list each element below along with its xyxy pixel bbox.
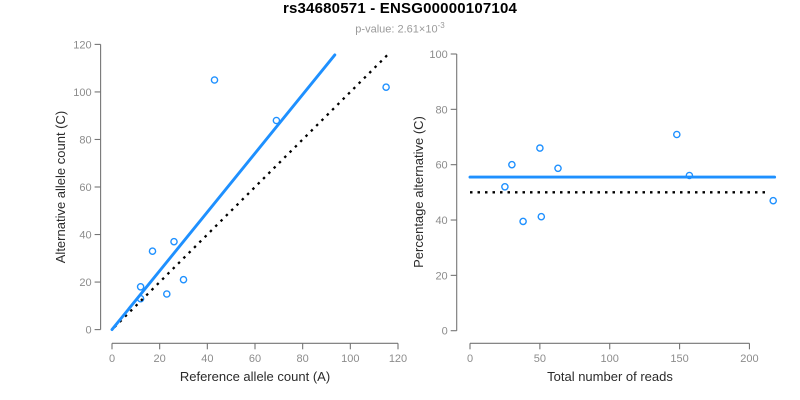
y-tick-label: 20 bbox=[435, 270, 447, 282]
x-tick-label: 40 bbox=[201, 353, 213, 365]
y-tick-label: 80 bbox=[79, 134, 91, 146]
x-tick-label: 120 bbox=[389, 353, 407, 365]
y-tick-label: 60 bbox=[79, 182, 91, 194]
data-point bbox=[536, 144, 544, 152]
data-point bbox=[554, 164, 562, 173]
figure-title: rs34680571 - ENSG00000107104 bbox=[282, 0, 518, 17]
identity-line bbox=[113, 53, 390, 329]
data-point bbox=[519, 217, 527, 226]
y-tick-label: 40 bbox=[79, 230, 91, 242]
y-tick-label: 80 bbox=[435, 104, 447, 116]
data-point bbox=[508, 160, 516, 169]
fit-line bbox=[110, 53, 337, 332]
y-tick-label: 120 bbox=[73, 39, 91, 51]
x-tick-label: 50 bbox=[534, 353, 546, 365]
data-point bbox=[210, 76, 219, 84]
x-tick-label: 100 bbox=[601, 353, 619, 365]
x-tick-label: 0 bbox=[467, 353, 473, 365]
left-scatter-panel: 0 20 40 60 80 100 120 0 20 40 60 80 100 120 Reference … bbox=[53, 39, 407, 384]
data-point bbox=[162, 290, 171, 298]
y-tick-label: 60 bbox=[435, 160, 447, 172]
x-axis-label: Total number of reads bbox=[547, 369, 673, 384]
data-point bbox=[272, 116, 281, 125]
p-value-text: p-value: 2.61×10 bbox=[355, 23, 438, 36]
y-tick-label: 100 bbox=[429, 49, 447, 61]
x-tick-label: 100 bbox=[341, 353, 359, 365]
data-point bbox=[769, 196, 778, 205]
data-point bbox=[501, 182, 509, 191]
x-axis-label: Reference allele count (A) bbox=[180, 369, 330, 384]
data-point bbox=[382, 83, 390, 91]
y-axis-label: Alternative allele count (C) bbox=[53, 111, 68, 263]
p-value-exponent: -3 bbox=[437, 21, 445, 30]
y-tick-label: 0 bbox=[442, 326, 448, 338]
data-point bbox=[685, 171, 694, 180]
data-point bbox=[170, 237, 178, 246]
x-tick-label: 80 bbox=[297, 353, 309, 365]
x-tick-label: 20 bbox=[154, 353, 166, 365]
x-tick-label: 60 bbox=[249, 353, 261, 365]
right-scatter-panel: 0 50 100 150 200 0 20 40 60 80 100 Total number of … bbox=[411, 49, 778, 384]
y-axis-label: Percentage alternative (C) bbox=[411, 116, 426, 268]
y-tick-label: 0 bbox=[85, 325, 91, 337]
data-point bbox=[673, 130, 681, 139]
y-tick-label: 100 bbox=[73, 87, 91, 99]
data-point bbox=[148, 247, 157, 255]
data-point bbox=[537, 212, 546, 221]
data-point bbox=[179, 275, 188, 284]
figure-subtitle: p-value: 2.61×10-3 bbox=[0, 21, 800, 36]
data-point bbox=[136, 282, 145, 291]
y-tick-label: 20 bbox=[79, 277, 91, 289]
x-tick-label: 0 bbox=[109, 353, 115, 365]
x-tick-label: 200 bbox=[740, 353, 758, 365]
y-tick-label: 40 bbox=[435, 215, 447, 227]
x-tick-label: 150 bbox=[670, 353, 688, 365]
